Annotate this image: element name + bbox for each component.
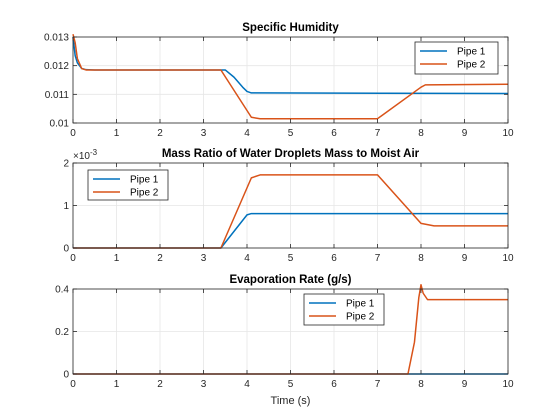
- legend: Pipe 1 Pipe 2: [414, 41, 499, 75]
- y-tick-label: 0.01: [50, 119, 70, 130]
- x-tick-label: 8: [418, 253, 424, 264]
- y-tick-label: 0.011: [45, 90, 70, 101]
- chart-2: 0 1 2 3 4 5 6 7 8 9 10 0 1 2 Mass Ratio of Water Dropl…: [63, 148, 514, 264]
- x-tick-label: 1: [114, 128, 120, 139]
- chart-title: Specific Humidity: [242, 22, 339, 34]
- x-tick-label: 4: [244, 128, 250, 139]
- legend: Pipe 1 Pipe 2: [303, 293, 385, 326]
- y-exponent-power: -3: [90, 148, 98, 157]
- y-tick-label: 0.4: [55, 285, 69, 296]
- x-tick-label: 8: [418, 379, 424, 390]
- legend-label: Pipe 2: [130, 188, 159, 199]
- x-tick-label: 7: [375, 128, 381, 139]
- legend-label: Pipe 2: [346, 312, 375, 323]
- y-exponent-label: ×10-3: [73, 148, 98, 162]
- y-tick-label: 0.2: [55, 327, 69, 338]
- legend-label: Pipe 1: [130, 175, 159, 186]
- legend-label: Pipe 1: [346, 299, 375, 310]
- x-tick-label: 10: [502, 379, 514, 390]
- x-tick-label: 5: [288, 379, 294, 390]
- x-tick-label: 9: [462, 253, 468, 264]
- y-tick-label: 0: [63, 244, 69, 255]
- x-tick-label: 10: [502, 253, 514, 264]
- legend-box: [87, 169, 169, 201]
- x-tick-label: 7: [375, 253, 381, 264]
- x-tick-label: 2: [157, 379, 163, 390]
- series-line-pipe-2: [73, 284, 508, 375]
- chart-title: Evaporation Rate (g/s): [229, 274, 351, 286]
- chart-3: 0 1 2 3 4 5 6 7 8 9 10 0 0.2 0.4 Evaporation Rate (g/s…: [55, 274, 514, 407]
- y-tick-label: 0.013: [44, 33, 69, 44]
- x-tick-label: 9: [462, 128, 468, 139]
- x-tick-label: 7: [375, 379, 381, 390]
- x-tick-label: 4: [244, 379, 250, 390]
- y-tick-label: 0: [63, 370, 69, 381]
- x-axis-label: Time (s): [271, 395, 311, 407]
- x-tick-label: 0: [70, 253, 76, 264]
- series-line-pipe-2: [72, 33, 509, 120]
- chart-title: Mass Ratio of Water Droplets Mass to Moi…: [162, 148, 420, 160]
- x-tick-label: 5: [288, 128, 294, 139]
- x-tick-label: 6: [331, 253, 337, 264]
- y-tick-label: 1: [63, 201, 69, 212]
- y-tick-label: 2: [63, 159, 69, 170]
- x-tick-label: 0: [70, 379, 76, 390]
- x-tick-label: 1: [114, 253, 120, 264]
- x-tick-label: 9: [462, 379, 468, 390]
- x-tick-label: 8: [418, 128, 424, 139]
- legend-label: Pipe 2: [457, 60, 486, 71]
- series-line-pipe-2: [73, 174, 508, 249]
- legend-box: [414, 41, 499, 75]
- x-tick-label: 3: [201, 253, 207, 264]
- x-tick-label: 2: [157, 128, 163, 139]
- legend-box: [303, 293, 385, 326]
- x-tick-label: 6: [331, 379, 337, 390]
- x-tick-label: 3: [201, 128, 207, 139]
- x-tick-label: 3: [201, 379, 207, 390]
- x-tick-label: 6: [331, 128, 337, 139]
- legend-label: Pipe 1: [457, 47, 486, 58]
- x-tick-label: 2: [157, 253, 163, 264]
- y-tick-label: 0.012: [44, 61, 69, 72]
- x-tick-label: 0: [70, 128, 76, 139]
- x-tick-label: 5: [288, 253, 294, 264]
- x-tick-label: 4: [244, 253, 250, 264]
- x-tick-label: 10: [502, 128, 514, 139]
- legend: Pipe 1 Pipe 2: [87, 169, 169, 201]
- x-tick-label: 1: [114, 379, 120, 390]
- chart-1: 0 1 2 3 4 5 6 7 8 9 10 0.01 0.011 0.012 0.013 Specific …: [44, 22, 514, 139]
